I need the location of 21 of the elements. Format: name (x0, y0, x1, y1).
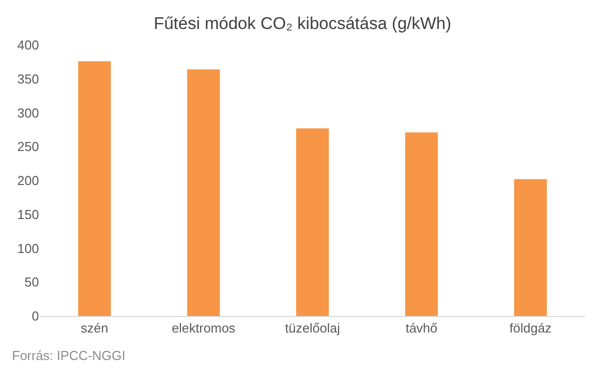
y-tick-label: 100 (17, 240, 39, 256)
bar (405, 132, 438, 316)
y-tick-label: 200 (17, 173, 39, 188)
x-tick-label: távhő (406, 320, 438, 336)
y-tick-label: 150 (17, 206, 39, 222)
bar (187, 69, 220, 316)
y-tick-label: 350 (17, 71, 39, 86)
x-tick-label: földgáz (510, 320, 552, 336)
y-tick-label: 0 (32, 308, 39, 324)
y-tick-label: 50 (24, 274, 39, 290)
bar (296, 128, 329, 316)
y-tick-label: 400 (17, 38, 39, 53)
x-tick-label: szén (80, 320, 108, 336)
chart-title: Fűtési módok CO₂ kibocsátása (g/kWh) (154, 14, 452, 33)
text: Forrás: IPCC-NGGI (12, 348, 126, 363)
bar (514, 179, 547, 316)
y-tick-label: 300 (17, 105, 39, 120)
x-tick-label: tüzelőolaj (285, 320, 340, 336)
bar (78, 61, 111, 316)
x-tick-label: elektromos (172, 320, 236, 336)
y-tick-label: 250 (17, 139, 39, 154)
